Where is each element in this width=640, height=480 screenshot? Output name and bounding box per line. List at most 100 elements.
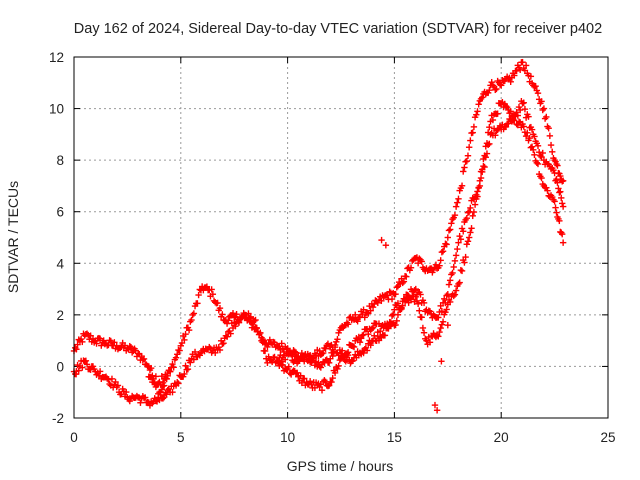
data-point <box>423 337 430 344</box>
data-point <box>438 248 446 256</box>
y-tick-label: -2 <box>52 411 64 426</box>
data-point <box>505 120 512 127</box>
data-point <box>507 108 514 115</box>
data-point <box>454 199 461 206</box>
data-point <box>438 321 446 328</box>
data-point <box>393 317 400 325</box>
data-point <box>448 220 455 227</box>
data-point <box>159 395 167 402</box>
data-point <box>520 99 527 106</box>
data-point <box>467 229 474 236</box>
data-point <box>328 378 335 386</box>
data-point <box>253 324 260 332</box>
data-point <box>111 339 118 346</box>
data-point <box>147 364 155 372</box>
data-point <box>229 310 237 317</box>
data-point <box>203 283 211 290</box>
data-point <box>112 378 119 386</box>
data-point <box>216 304 224 312</box>
data-point <box>298 379 306 387</box>
data-point <box>467 137 474 144</box>
data-point <box>465 144 473 151</box>
data-point <box>75 367 82 374</box>
data-point <box>464 209 472 216</box>
data-point <box>524 129 531 137</box>
y-tick-label: 2 <box>56 308 64 323</box>
data-point <box>458 182 466 189</box>
data-point <box>301 375 308 382</box>
data-point <box>443 306 450 313</box>
data-point <box>418 314 425 321</box>
data-point <box>414 259 422 267</box>
data-point <box>391 306 398 313</box>
data-point <box>452 203 460 210</box>
data-point <box>265 353 272 360</box>
data-point <box>181 336 188 344</box>
data-point <box>282 356 289 363</box>
plot-frame <box>73 56 609 419</box>
data-point <box>450 292 457 300</box>
data-point <box>546 132 554 140</box>
data-point <box>543 184 550 191</box>
data-point <box>498 82 505 89</box>
data-point <box>79 338 86 346</box>
data-point <box>559 203 567 210</box>
data-point <box>559 239 567 246</box>
data-point <box>558 194 565 202</box>
data-point <box>554 162 561 169</box>
data-point <box>543 113 550 121</box>
data-point <box>271 339 278 346</box>
data-point <box>419 324 427 332</box>
data-point <box>304 357 311 365</box>
data-point <box>433 332 441 339</box>
data-point <box>522 62 530 69</box>
data-point <box>350 343 358 351</box>
data-point <box>451 257 459 265</box>
data-point <box>446 226 454 233</box>
data-point <box>388 295 396 303</box>
data-point <box>399 279 406 287</box>
data-point <box>502 123 510 131</box>
data-point <box>463 214 470 222</box>
y-tick-label: 4 <box>56 256 64 271</box>
data-point <box>259 339 266 346</box>
data-point <box>540 105 548 112</box>
data-point <box>191 348 199 356</box>
data-point <box>522 132 530 140</box>
data-point <box>271 353 278 361</box>
data-point <box>411 287 418 294</box>
data-point <box>482 154 489 161</box>
data-point <box>331 369 339 377</box>
data-point <box>190 310 198 317</box>
data-point <box>225 317 232 324</box>
data-point <box>214 299 221 307</box>
y-tick-label: 0 <box>56 359 64 374</box>
data-point <box>443 241 450 248</box>
data-point <box>114 382 122 389</box>
data-point <box>251 317 258 325</box>
data-point <box>368 325 376 332</box>
data-point <box>152 373 160 380</box>
data-point <box>195 291 202 299</box>
data-point <box>344 351 352 359</box>
data-point <box>455 195 462 203</box>
data-point <box>451 211 459 219</box>
data-point <box>456 232 463 240</box>
data-point <box>484 141 492 149</box>
data-point <box>369 303 377 311</box>
data-point <box>363 347 371 354</box>
data-point <box>174 378 181 386</box>
data-point <box>357 335 365 342</box>
data-point <box>556 189 563 196</box>
data-point <box>416 307 423 314</box>
data-point <box>556 217 563 225</box>
data-point <box>492 132 499 139</box>
data-point <box>359 332 366 339</box>
data-point <box>486 86 493 94</box>
data-point <box>278 358 285 365</box>
data-point <box>481 163 488 171</box>
data-point <box>318 387 326 394</box>
data-point <box>479 94 486 101</box>
data-point <box>550 166 557 174</box>
